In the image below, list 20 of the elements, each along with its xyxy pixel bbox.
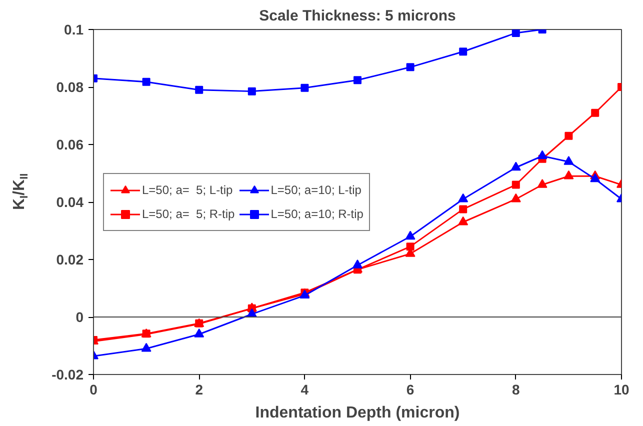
y-tick-label: 0.08 — [56, 79, 84, 95]
legend-label: L=50; a= 5; L-tip — [142, 182, 233, 196]
chart-title: Scale Thickness: 5 microns — [259, 8, 456, 24]
legend-label: L=50; a= 5; R-tip — [142, 206, 235, 220]
y-tick-label: 0.06 — [56, 136, 84, 152]
legend-label: L=50; a=10; R-tip — [270, 206, 364, 220]
y-tick-label: 0.02 — [56, 252, 84, 268]
y-tick-label: 0 — [76, 309, 84, 325]
x-tick-label: 0 — [90, 382, 98, 398]
x-tick-label: 2 — [195, 382, 204, 398]
x-tick-label: 4 — [300, 382, 309, 398]
y-axis-title: KI/KII — [11, 173, 30, 210]
y-tick-label: 0.04 — [56, 194, 84, 210]
x-tick-label: 10 — [614, 382, 630, 398]
y-tick-label: 0.1 — [64, 22, 84, 38]
legend-label: L=50; a=10; L-tip — [270, 182, 362, 196]
x-tick-label: 6 — [406, 382, 414, 398]
x-axis-title: Indentation Depth (micron) — [255, 404, 460, 422]
x-tick-label: 8 — [512, 382, 520, 398]
y-tick-label: -0.02 — [52, 366, 84, 382]
